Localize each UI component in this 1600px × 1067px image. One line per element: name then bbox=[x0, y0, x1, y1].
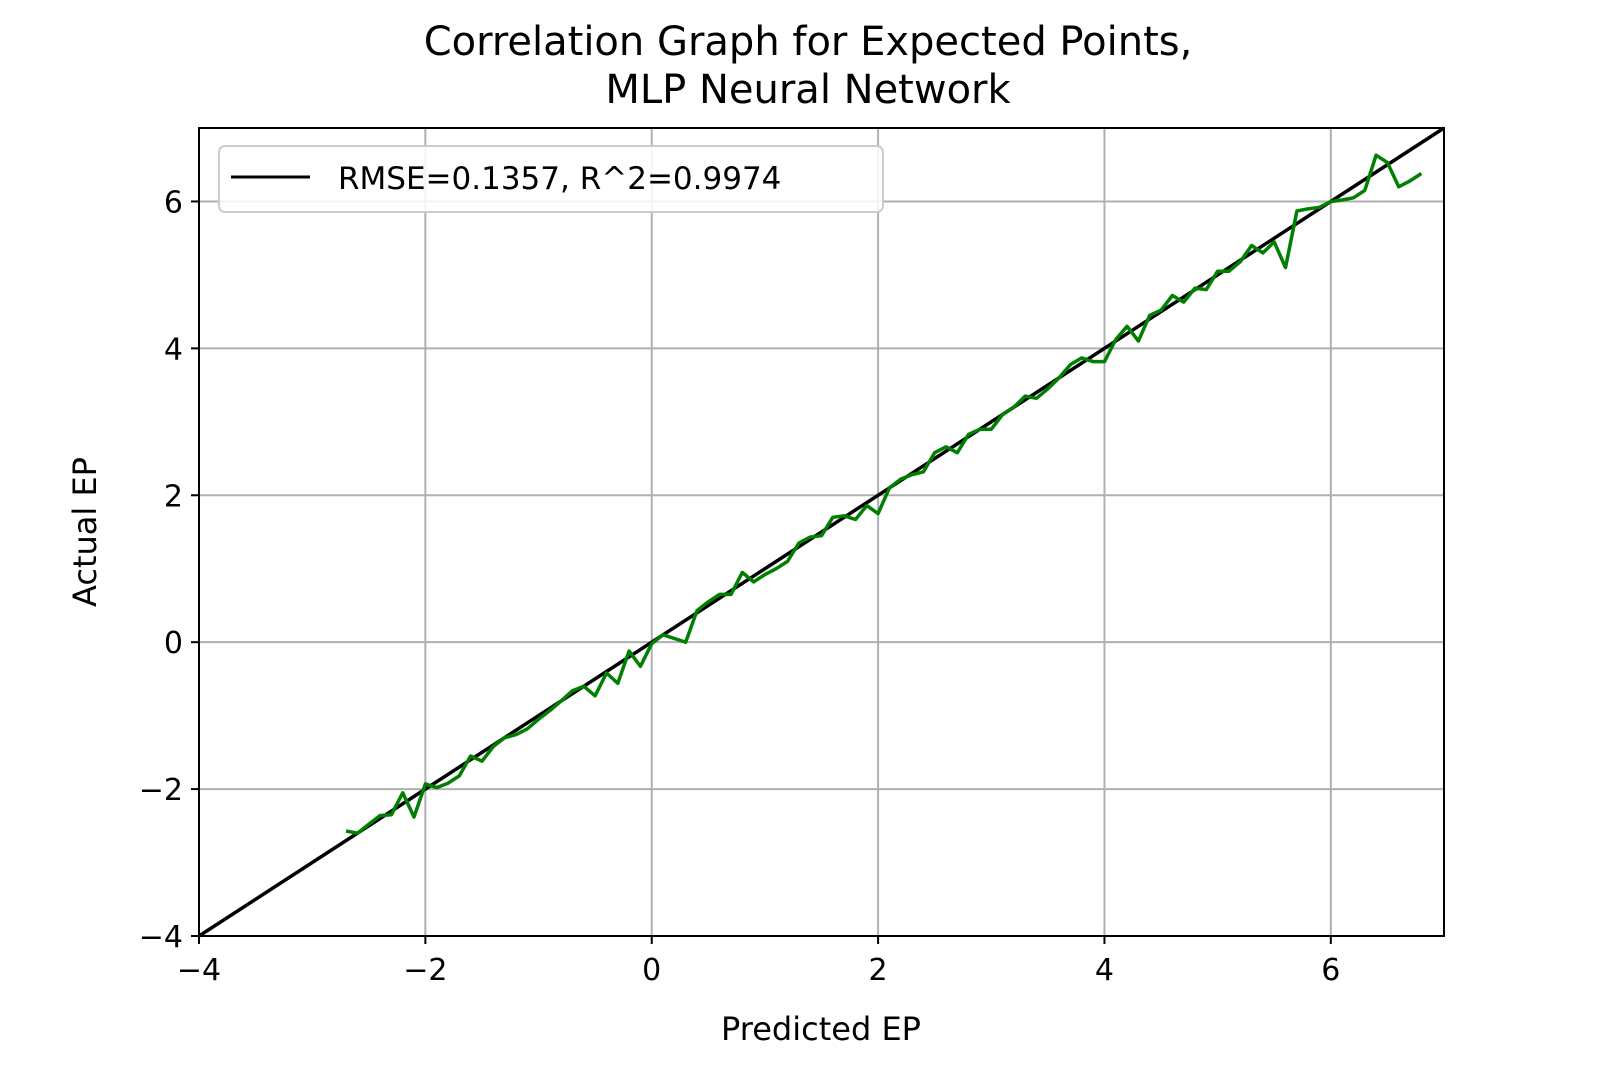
y-tick-label-2: 0 bbox=[164, 626, 183, 661]
x-tick-label-3: 2 bbox=[869, 953, 888, 988]
x-tick-label-2: 0 bbox=[642, 953, 661, 988]
x-tick-label-0: −4 bbox=[177, 953, 221, 988]
y-tick-label-4: 4 bbox=[164, 332, 183, 367]
x-tick-label-5: 6 bbox=[1321, 953, 1340, 988]
y-axis-label: Actual EP bbox=[66, 457, 104, 607]
plot-frame bbox=[198, 127, 1445, 937]
legend: RMSE=0.1357, R^2=0.9974 bbox=[218, 145, 884, 213]
x-tick-label-1: −2 bbox=[403, 953, 447, 988]
y-tick-label-1: −2 bbox=[139, 773, 183, 808]
y-tick-label-5: 6 bbox=[164, 185, 183, 220]
y-tick-label-0: −4 bbox=[139, 920, 183, 955]
plot-series bbox=[198, 126, 1445, 938]
legend-entry-label: RMSE=0.1357, R^2=0.9974 bbox=[338, 161, 781, 197]
chart-title-line-1: Correlation Graph for Expected Points, bbox=[424, 19, 1193, 65]
data-series-line bbox=[345, 153, 1423, 835]
legend-box bbox=[218, 145, 884, 213]
y-tick-label-3: 2 bbox=[164, 479, 183, 514]
ticks: −4 −2 0 2 4 6 −4 −2 0 2 4 6 bbox=[139, 185, 1341, 988]
x-axis-label: Predicted EP bbox=[721, 1010, 921, 1048]
chart-title-line-2: MLP Neural Network bbox=[605, 67, 1011, 113]
x-tick-label-4: 4 bbox=[1095, 953, 1114, 988]
